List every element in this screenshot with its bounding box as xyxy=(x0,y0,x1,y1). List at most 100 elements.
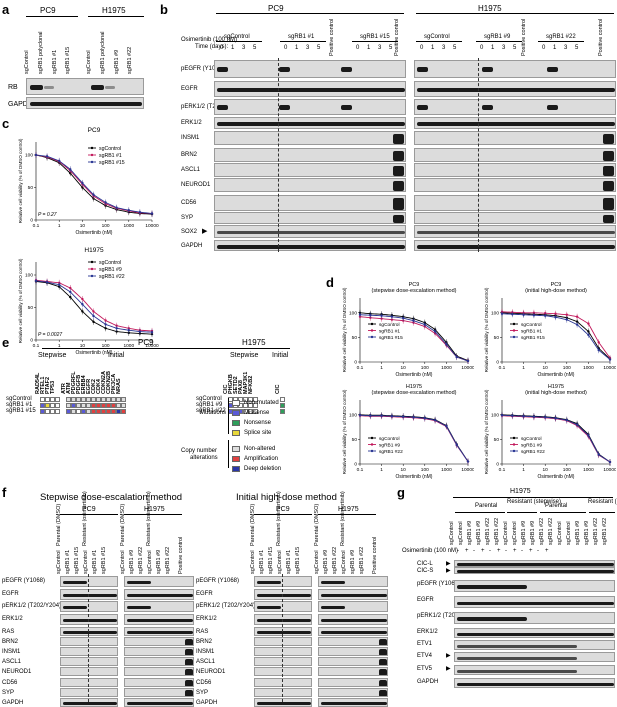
panel-e-cell-h1975s-1-4 xyxy=(248,403,253,408)
x-tick-label: 1 xyxy=(380,365,383,371)
panel-g-sign-10: - xyxy=(537,548,539,554)
band xyxy=(127,580,151,584)
legend-label-0: sgControl xyxy=(99,260,121,266)
x-axis-label: Osimertinib (nM) xyxy=(538,474,575,480)
panel-b-row-0: pEGFR (Y1068) xyxy=(181,66,225,72)
panel-f-init-blot-pc9-6 xyxy=(254,647,312,656)
x-tick-label: 10000 xyxy=(461,365,474,371)
panel-e-cell-pc9i-0-6 xyxy=(96,397,101,402)
panel-b-time-4-2: 3 xyxy=(502,45,506,51)
data-point xyxy=(554,316,557,319)
panel-f-init-blot-h1975-6 xyxy=(318,647,388,656)
chart-pc9-stepwise: PC9 (stepwise dose-escalation method) 0.1 1… xyxy=(342,282,474,378)
data-point xyxy=(565,313,568,316)
panel-g-group: H1975 xyxy=(510,488,531,495)
panel-g-blot-3 xyxy=(454,596,615,608)
panel-g-arrow-cicl: ▶ xyxy=(446,561,451,567)
panel-f-step-blot-h1975-1 xyxy=(124,589,194,600)
band xyxy=(393,134,404,144)
panel-f-init-clone-pc9-3: sgControl xyxy=(277,550,283,574)
x-tick-label: 1 xyxy=(58,223,61,229)
panel-e-cell-pc9i-1-1 xyxy=(71,403,76,408)
legend-marker-2 xyxy=(512,449,516,453)
chart-title: PC9 (stepwise dose-escalation method) xyxy=(372,282,457,294)
panel-g-clone-6: sgControl xyxy=(503,521,509,545)
panel-e-cell-pc9i-1-8 xyxy=(106,403,111,408)
panel-f-step-clone-pc9-3: sgControl xyxy=(83,550,89,574)
panel-a-row-rb: RB xyxy=(8,84,18,91)
data-point xyxy=(45,155,49,158)
data-point xyxy=(455,443,458,446)
panel-f-init-blot-pc9-8 xyxy=(254,667,312,676)
panel-f-init-row-8: NEUROD1 xyxy=(196,669,226,675)
panel-f-step-clone-h1975-1: sgRB1 #9 xyxy=(129,549,135,574)
panel-b-time-1-2: 3 xyxy=(306,45,310,51)
panel-f-step-blot-pc9-7 xyxy=(60,657,118,666)
x-tick-label: 10000 xyxy=(603,365,616,371)
panel-letter-d: d xyxy=(326,275,334,290)
band xyxy=(603,181,614,191)
panel-b-row-7: NEUROD1 xyxy=(181,182,211,188)
data-point xyxy=(532,314,536,317)
legend-marker-0 xyxy=(90,146,94,150)
panel-f-init-clone-pc9-4: sgRB1 #1 xyxy=(286,549,292,574)
panel-b-row-6: ASCL1 xyxy=(181,167,201,173)
panel-e-legend-swatch-0 xyxy=(232,400,240,406)
band xyxy=(379,669,387,675)
data-point xyxy=(597,341,600,344)
panel-e-row-h1975-1: sgRB1 #9 xyxy=(196,402,223,408)
x-tick-label: 1 xyxy=(522,467,525,473)
panel-f-init-group-h1975: H1975 xyxy=(338,506,359,513)
panel-e-row-pc9-1: sgRB1 #1 xyxy=(6,402,33,408)
panel-e-cell-pc9i-0-10 xyxy=(116,397,121,402)
data-point xyxy=(412,416,415,419)
band xyxy=(278,67,290,72)
panel-f-init-clone-h1975-2: sgRB1 #22 xyxy=(332,546,338,574)
panel-e-legend-label-6: Deep deletion xyxy=(244,466,282,472)
band xyxy=(185,669,193,675)
panel-f-step-row-10: SYP xyxy=(2,690,15,696)
series-line-2 xyxy=(501,414,611,463)
x-tick-label: 100 xyxy=(102,223,110,229)
panel-f-init-blot-h1975-0 xyxy=(318,576,388,587)
panel-a-blot-rb xyxy=(26,78,144,95)
panel-b-poscontrol-4: Positive control xyxy=(598,18,604,56)
panel-b-clone-3: sgControl xyxy=(424,34,450,40)
panel-f-step-clone-h1975-4: sgRB1 #9 xyxy=(156,549,162,574)
panel-b-blot-h1975-8 xyxy=(414,195,616,211)
panel-letter-g: g xyxy=(397,485,405,500)
panel-g-clone-5: sgRB1 #22 xyxy=(494,517,500,545)
panel-e-legend-swatch-2 xyxy=(232,420,240,426)
data-point xyxy=(369,414,372,417)
y-tick-label: 0 xyxy=(30,218,33,224)
panel-b-blot-h1975-6 xyxy=(414,163,616,177)
data-point xyxy=(150,331,154,334)
data-point xyxy=(455,355,458,359)
panel-e-title-pc9: PC9 xyxy=(138,338,154,347)
data-point xyxy=(423,417,426,420)
x-tick-label: 1000 xyxy=(123,343,134,349)
panel-g-clone-1: sgControl xyxy=(458,521,464,545)
series-line-2 xyxy=(501,313,611,360)
panel-a-group-h1975: H1975 xyxy=(102,6,126,15)
panel-f-init-blot-h1975-1 xyxy=(318,589,388,600)
band xyxy=(185,649,193,655)
panel-e-legend-swatch-4 xyxy=(232,446,240,452)
data-point xyxy=(69,290,72,294)
panel-e-cell-pc9i-2-6 xyxy=(96,409,101,414)
panel-f-init-clone-h1975-0: sgControl xyxy=(314,550,320,574)
data-point xyxy=(466,359,470,363)
panel-g-blot-7 xyxy=(454,652,615,662)
panel-b-blot-h1975-3 xyxy=(414,117,616,129)
legend-marker-2 xyxy=(512,335,516,339)
panel-g-blot-4 xyxy=(454,612,615,624)
band xyxy=(379,690,387,696)
series-line-2 xyxy=(35,154,153,214)
panel-e-legend-swatch-3 xyxy=(232,430,240,436)
series-line-0 xyxy=(359,414,469,462)
panel-b-clone-0: sgControl xyxy=(224,34,250,40)
panel-f-step-blot-pc9-0 xyxy=(60,576,118,587)
legend-label-1: sgRB1 #1 xyxy=(521,328,542,334)
panel-f-step-clone-pc9-5: sgRB1 #15 xyxy=(101,546,107,574)
panel-b-row-2: pERK1/2 (T202/Y204) xyxy=(181,104,241,110)
